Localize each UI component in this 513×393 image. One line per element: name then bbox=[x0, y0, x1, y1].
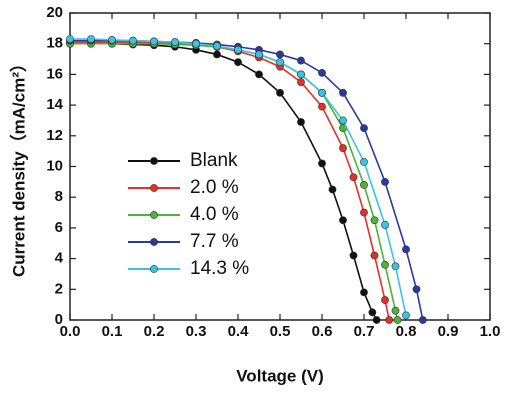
data-point bbox=[150, 37, 158, 46]
y-tick-label: 6 bbox=[55, 219, 63, 236]
data-point bbox=[276, 58, 284, 67]
x-tick-label: 0.6 bbox=[312, 323, 333, 340]
data-point bbox=[318, 159, 326, 168]
data-point bbox=[297, 70, 305, 79]
y-tick-label: 2 bbox=[55, 280, 63, 297]
y-tick-label: 4 bbox=[55, 250, 64, 267]
legend-marker bbox=[150, 157, 158, 165]
data-point bbox=[381, 296, 389, 304]
data-point bbox=[297, 118, 305, 126]
data-point bbox=[349, 173, 358, 182]
data-point bbox=[370, 216, 379, 225]
x-tick-label: 0.0 bbox=[60, 323, 81, 340]
x-tick-label: 0.5 bbox=[270, 323, 291, 340]
data-point bbox=[412, 285, 421, 294]
x-axis-label: Voltage (V) bbox=[236, 366, 324, 385]
data-point bbox=[368, 308, 377, 317]
data-point bbox=[318, 88, 326, 97]
legend-label: 7.7 % bbox=[190, 231, 239, 252]
y-tick-label: 20 bbox=[46, 4, 63, 21]
legend-marker bbox=[150, 265, 158, 273]
data-point bbox=[234, 58, 242, 67]
x-tick-label: 0.1 bbox=[102, 323, 123, 340]
data-point bbox=[381, 220, 389, 229]
legend-marker bbox=[150, 211, 158, 219]
data-point bbox=[391, 306, 400, 315]
x-tick-label: 0.9 bbox=[438, 323, 459, 340]
data-point bbox=[339, 144, 347, 152]
data-point bbox=[318, 102, 326, 111]
data-point bbox=[297, 78, 305, 86]
x-tick-label: 0.2 bbox=[144, 323, 165, 340]
data-point bbox=[339, 216, 347, 225]
y-tick-label: 14 bbox=[46, 96, 63, 113]
data-point bbox=[328, 185, 337, 194]
data-point bbox=[349, 251, 358, 260]
data-point bbox=[318, 68, 326, 77]
data-point bbox=[213, 42, 221, 50]
data-point bbox=[402, 245, 410, 254]
y-tick-label: 12 bbox=[46, 127, 63, 144]
data-point bbox=[276, 88, 284, 97]
data-point bbox=[360, 124, 368, 133]
data-point bbox=[372, 316, 381, 324]
legend-marker bbox=[150, 184, 158, 192]
data-point bbox=[171, 38, 179, 47]
y-tick-label: 8 bbox=[55, 188, 63, 205]
data-point bbox=[87, 35, 95, 43]
data-point bbox=[370, 251, 379, 260]
data-point bbox=[129, 36, 137, 45]
data-point bbox=[297, 56, 305, 65]
data-point bbox=[360, 157, 368, 166]
legend-label: 14.3 % bbox=[190, 258, 249, 279]
data-point bbox=[393, 316, 402, 324]
data-point bbox=[391, 262, 400, 271]
data-point bbox=[360, 288, 368, 297]
y-axis-label: Current density（mA/cm²） bbox=[8, 55, 28, 277]
data-point bbox=[360, 208, 368, 217]
y-tick-label: 16 bbox=[46, 65, 63, 82]
data-point bbox=[418, 316, 427, 324]
data-point bbox=[276, 50, 284, 59]
data-point bbox=[255, 50, 263, 59]
legend-label: Blank bbox=[190, 150, 238, 171]
data-point bbox=[402, 311, 410, 320]
y-tick-label: 10 bbox=[46, 157, 63, 174]
legend-marker bbox=[150, 238, 158, 246]
data-point bbox=[234, 45, 242, 54]
legend-label: 2.0 % bbox=[190, 177, 239, 198]
data-point bbox=[385, 316, 394, 324]
x-tick-label: 0.3 bbox=[186, 323, 207, 340]
x-tick-label: 1.0 bbox=[480, 323, 501, 340]
y-tick-label: 0 bbox=[55, 311, 63, 328]
data-point bbox=[255, 70, 263, 79]
data-point bbox=[381, 177, 389, 186]
data-point bbox=[339, 88, 347, 97]
data-point bbox=[360, 181, 368, 189]
x-tick-label: 0.7 bbox=[354, 323, 375, 340]
data-point bbox=[339, 116, 347, 125]
x-tick-label: 0.4 bbox=[228, 323, 250, 340]
legend-label: 4.0 % bbox=[190, 204, 239, 225]
y-tick-label: 18 bbox=[46, 35, 63, 52]
data-point bbox=[108, 35, 116, 44]
data-point bbox=[213, 50, 221, 59]
data-point bbox=[66, 35, 74, 43]
data-point bbox=[381, 260, 389, 269]
x-tick-label: 0.8 bbox=[396, 323, 417, 340]
data-point bbox=[192, 39, 200, 48]
